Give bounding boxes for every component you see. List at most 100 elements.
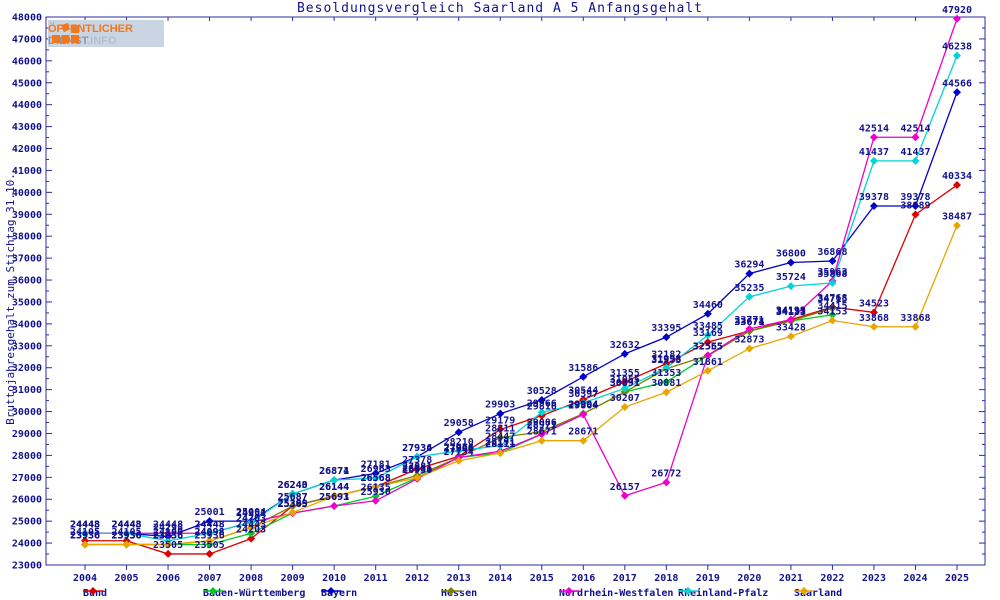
data-point bbox=[620, 403, 629, 412]
data-point bbox=[869, 322, 878, 331]
data-point bbox=[828, 310, 837, 319]
point-value-label: 24100 bbox=[153, 527, 183, 538]
point-value-label: 33671 bbox=[734, 317, 764, 328]
point-value-label: 28811 bbox=[485, 424, 515, 435]
point-value-label: 28971 bbox=[527, 420, 557, 431]
y-tick-label: 34000 bbox=[12, 319, 42, 330]
x-tick-label: 2020 bbox=[737, 573, 761, 584]
y-tick-label: 36000 bbox=[12, 276, 42, 287]
point-value-label: 24448 bbox=[111, 519, 141, 530]
point-value-label: 28111 bbox=[485, 439, 515, 450]
point-value-label: 27906 bbox=[444, 443, 474, 454]
series-line bbox=[85, 225, 958, 546]
point-value-label: 34715 bbox=[817, 294, 847, 305]
y-tick-label: 41000 bbox=[12, 166, 42, 177]
point-value-label: 34523 bbox=[859, 298, 889, 309]
data-point bbox=[496, 433, 505, 442]
data-point bbox=[164, 549, 173, 558]
point-value-label: 25004 bbox=[236, 507, 266, 518]
point-value-label: 47920 bbox=[942, 5, 972, 16]
point-value-label: 35724 bbox=[776, 272, 806, 283]
x-tick-label: 2018 bbox=[654, 573, 678, 584]
data-point bbox=[579, 410, 588, 419]
legend-marker-icon bbox=[441, 587, 461, 595]
logo-line2b: .INFO bbox=[87, 34, 117, 47]
point-value-label: 25693 bbox=[319, 492, 349, 503]
point-value-label: 25691 bbox=[319, 492, 349, 503]
data-point bbox=[330, 492, 339, 501]
data-point bbox=[413, 452, 422, 461]
x-tick-label: 2005 bbox=[114, 573, 138, 584]
point-value-label: 38487 bbox=[942, 212, 972, 223]
x-tick-label: 2014 bbox=[488, 573, 512, 584]
data-point bbox=[330, 501, 339, 510]
point-value-label: 24203 bbox=[236, 525, 266, 536]
point-value-label: 26568 bbox=[361, 473, 391, 484]
point-value-label: 34415 bbox=[817, 301, 847, 312]
point-value-label: 25365 bbox=[278, 499, 308, 510]
point-value-label: 36294 bbox=[734, 260, 764, 271]
y-tick-label: 44000 bbox=[12, 100, 42, 111]
point-value-label: 24448 bbox=[70, 519, 100, 530]
data-point bbox=[786, 258, 795, 267]
y-tick-label: 23000 bbox=[12, 561, 42, 572]
data-point bbox=[703, 338, 712, 347]
data-point bbox=[869, 156, 878, 165]
data-point bbox=[953, 88, 961, 97]
point-value-label: 29058 bbox=[444, 418, 474, 429]
data-point bbox=[288, 502, 297, 511]
data-point bbox=[537, 395, 546, 404]
data-point bbox=[579, 372, 588, 381]
point-value-label: 31998 bbox=[651, 354, 681, 365]
point-value-label: 26981 bbox=[402, 464, 432, 475]
point-value-label: 24703 bbox=[236, 514, 266, 525]
point-value-label: 33868 bbox=[900, 313, 930, 324]
legend-label: Saarland bbox=[794, 587, 843, 599]
y-tick-label: 35000 bbox=[12, 297, 42, 308]
point-value-label: 31586 bbox=[568, 363, 598, 374]
point-value-label: 29864 bbox=[568, 401, 598, 412]
data-point bbox=[164, 540, 173, 549]
x-tick-label: 2019 bbox=[696, 573, 720, 584]
point-value-label: 26871 bbox=[319, 466, 349, 477]
point-value-label: 39378 bbox=[859, 192, 889, 203]
point-value-label: 26772 bbox=[651, 468, 681, 479]
point-value-label: 23936 bbox=[70, 530, 100, 541]
point-value-label: 23936 bbox=[153, 530, 183, 541]
point-value-label: 27081 bbox=[402, 462, 432, 473]
point-value-label: 34133 bbox=[776, 307, 806, 318]
y-tick-label: 48000 bbox=[12, 13, 42, 24]
y-axis: 23000 24000 25000 26000 27000 28000 29000 30000… bbox=[12, 13, 985, 572]
x-tick-label: 2021 bbox=[779, 573, 803, 584]
point-value-label: 40334 bbox=[942, 171, 972, 182]
point-value-label: 28671 bbox=[568, 427, 598, 438]
point-value-label: 31055 bbox=[610, 374, 640, 385]
series-line bbox=[85, 55, 958, 542]
point-value-label: 24448 bbox=[195, 519, 225, 530]
point-value-label: 24443 bbox=[70, 519, 100, 530]
data-point bbox=[911, 133, 920, 142]
data-point bbox=[454, 456, 463, 465]
point-value-label: 26930 bbox=[402, 465, 432, 476]
point-value-label: 27934 bbox=[402, 443, 432, 454]
data-point bbox=[911, 322, 920, 331]
legend-label: Baden-Württemberg bbox=[203, 587, 306, 599]
point-value-label: 34193 bbox=[776, 306, 806, 317]
point-value-label: 24105 bbox=[70, 527, 100, 538]
x-axis: 2004 2005 2006 2007 2008 2009 2010 2011 2012 2013… bbox=[73, 17, 969, 584]
data-point bbox=[205, 536, 214, 545]
x-tick-label: 2017 bbox=[613, 573, 637, 584]
y-tick-label: 30000 bbox=[12, 407, 42, 418]
point-value-label: 30891 bbox=[610, 378, 640, 389]
data-point bbox=[703, 309, 712, 318]
point-value-label: 23936 bbox=[70, 530, 100, 541]
point-value-label: 41437 bbox=[859, 147, 889, 158]
legend-item-rheinland-pfalz: Rheinland-Pfalz bbox=[678, 586, 768, 600]
data-point bbox=[496, 441, 505, 450]
legend-item-bund: Bund bbox=[83, 586, 107, 600]
legend-marker-icon bbox=[321, 587, 341, 595]
point-value-label: 29816 bbox=[527, 402, 557, 413]
legend-label: Bayern bbox=[321, 587, 358, 599]
point-value-label: 30207 bbox=[610, 393, 640, 404]
point-value-label: 34768 bbox=[817, 293, 847, 304]
